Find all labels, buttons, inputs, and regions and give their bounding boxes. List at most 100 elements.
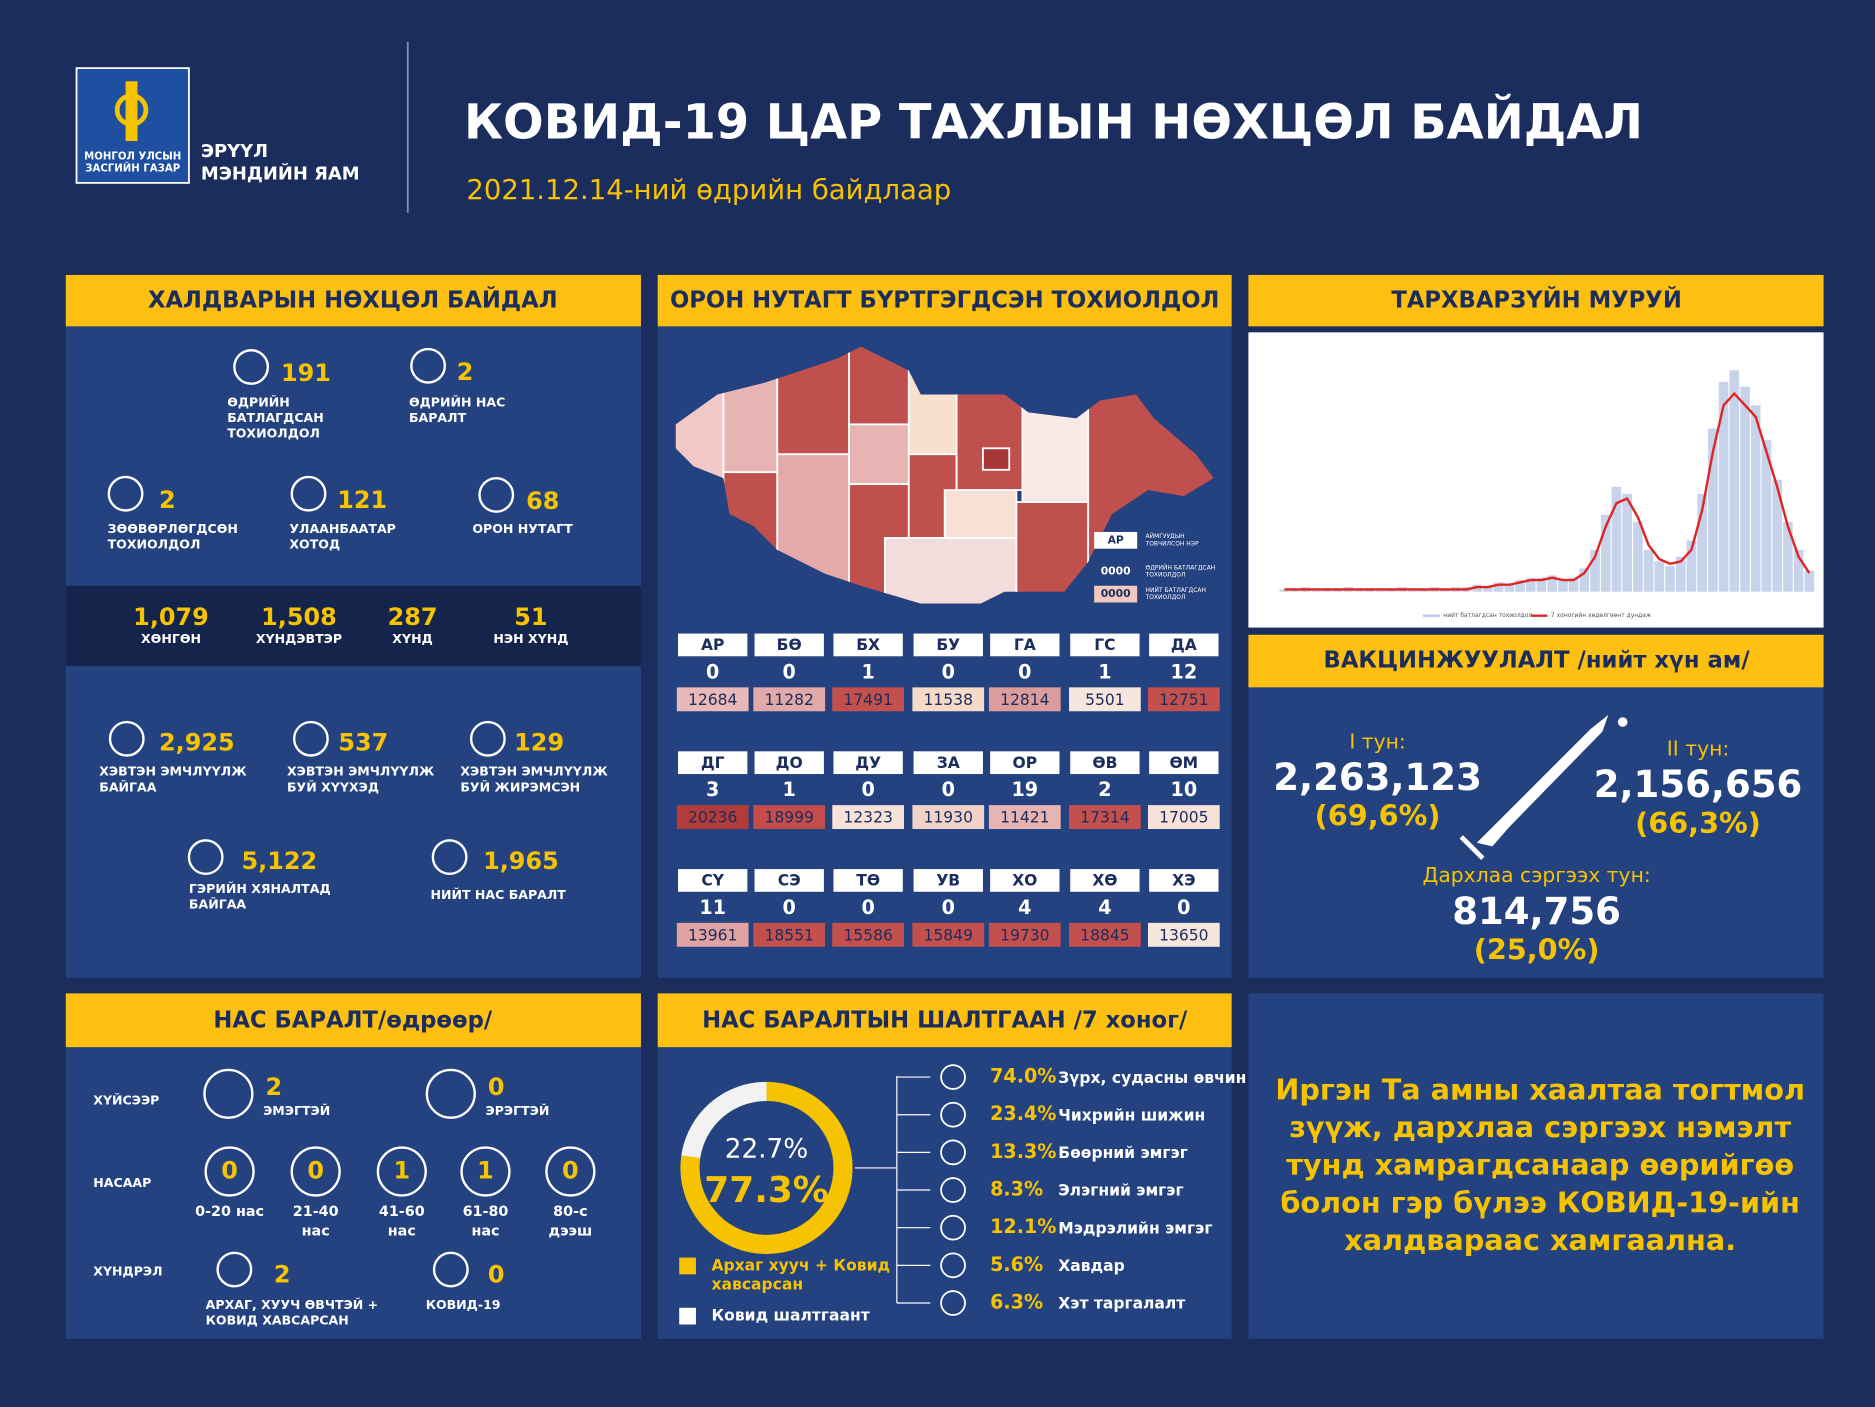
cause-label: Хавдар [1058, 1257, 1124, 1275]
bar [1804, 570, 1815, 592]
icon [290, 475, 327, 512]
bar [1729, 370, 1740, 592]
legend-swatch [679, 1307, 696, 1325]
panel-header [1248, 274, 1824, 327]
icon [432, 1251, 469, 1288]
icon [469, 720, 506, 757]
legend-label: хавсарсан [711, 1276, 803, 1294]
stat-label: ТОХИОЛДОЛ [227, 425, 320, 440]
age-circle [545, 1146, 596, 1197]
dose-value: 814,756 [1452, 890, 1621, 933]
region-code-box [833, 869, 903, 892]
logo-text: МОНГОЛ УЛСЫН [84, 152, 181, 163]
region-code: ХӨ [1092, 872, 1117, 890]
cause-percent: 5.6% [990, 1253, 1043, 1276]
age-label: дээш [548, 1223, 592, 1239]
age-value: 0 [562, 1157, 579, 1185]
stat-label: ЗӨӨВӨРЛӨГДСӨН [108, 521, 238, 536]
care-label: НИЙТ НАС БАРАЛТ [430, 887, 566, 902]
care-value: 1,965 [483, 847, 559, 875]
region-code: ӨМ [1169, 754, 1198, 772]
care-label: БУЙ ХҮҮХЭД [287, 779, 379, 794]
region-total: 13650 [1159, 927, 1208, 945]
cause-label: Зүрх, судасны өвчин [1058, 1069, 1246, 1087]
region-code: БУ [936, 636, 960, 654]
region-daily: 2 [1098, 778, 1111, 801]
age-value: 0 [307, 1157, 324, 1185]
region-code: ӨВ [1092, 754, 1117, 772]
complication-value: 0 [488, 1261, 505, 1289]
message-line: тунд хамрагдсанаар өөрийгөө [1286, 1148, 1794, 1182]
panel-title: ОРОН НУТАГТ БҮРТГЭГДСЭН ТОХИОЛДОЛ [670, 288, 1219, 314]
severity-band [65, 585, 641, 666]
cause-icon [940, 1177, 966, 1203]
region-code-box [1149, 869, 1219, 892]
region-total: 18551 [765, 927, 814, 945]
severity-value: 1,079 [133, 603, 209, 631]
care-label: БУЙ ЖИРЭМСЭН [460, 779, 580, 794]
bar [1697, 493, 1707, 592]
panel-header [65, 993, 641, 1048]
stat-label: БАТЛАГДСАН [227, 410, 324, 425]
region-total: 17005 [1159, 809, 1208, 827]
bar [1633, 521, 1643, 592]
bar [1783, 521, 1793, 592]
region-code-box [754, 633, 824, 657]
bar [1611, 486, 1622, 592]
panel-header [65, 274, 641, 327]
cause-percent: 23.4% [990, 1102, 1056, 1125]
region-total: 11538 [924, 691, 973, 709]
map-region [982, 447, 1011, 471]
care-label: БАЙГАА [99, 779, 156, 794]
severity-value: 1,508 [261, 603, 337, 631]
bar [1761, 440, 1772, 592]
legend-code: АР [1108, 533, 1124, 546]
region-daily: 0 [706, 661, 719, 684]
icon [216, 1251, 253, 1288]
region-daily: 12 [1171, 661, 1198, 684]
region-code: ГС [1094, 636, 1115, 654]
ministry-name: ЭРҮҮЛ [201, 141, 268, 162]
region-total: 13961 [688, 927, 737, 945]
dose-percent: (69,6%) [1315, 799, 1441, 833]
message-line: болон гэр бүлээ КОВИД-19-ийн [1280, 1185, 1800, 1219]
logo-emblem [125, 81, 138, 142]
age-circle [460, 1146, 511, 1197]
syringe-drop [1617, 717, 1628, 727]
severity-label: ХӨНГӨН [141, 631, 201, 646]
age-label: нас [302, 1223, 330, 1239]
logo-emblem [114, 93, 149, 127]
region-code-box [990, 751, 1060, 775]
legend-label: Ковид шалтгаант [711, 1307, 869, 1325]
stat-label: ОРОН НУТАГТ [472, 521, 573, 536]
legend-label: Архаг хууч + Ковид [711, 1256, 890, 1274]
dose-label: II тун: [1667, 737, 1729, 761]
region-total: 12751 [1159, 691, 1208, 709]
message-line: зүүж, дархлаа сэргээх нэмэлт [1289, 1110, 1791, 1144]
region-total-box [753, 687, 826, 712]
region-code-box [1070, 633, 1140, 657]
cause-percent: 6.3% [990, 1291, 1043, 1314]
cause-label: Элэгний эмгэг [1058, 1182, 1183, 1200]
stat-value: 2 [159, 486, 176, 514]
region-total: 18999 [765, 809, 814, 827]
region-total: 12323 [843, 809, 892, 827]
region-total: 11930 [924, 809, 973, 827]
region-total-box [1069, 922, 1141, 947]
icon [233, 349, 270, 385]
region-total-box [832, 687, 905, 712]
bar [1525, 577, 1536, 592]
region-daily: 4 [1098, 896, 1111, 919]
region-code: ДО [776, 754, 803, 772]
bar [1708, 428, 1718, 592]
donut-label: 22.7% [725, 1134, 809, 1164]
region-daily: 1 [861, 661, 874, 684]
bar [1493, 582, 1504, 592]
legend-box [1094, 585, 1138, 603]
icon [410, 347, 447, 384]
region-code-box [913, 869, 983, 892]
bar [1536, 577, 1547, 592]
severity-label: ХҮНД [392, 631, 432, 646]
cause-icon [940, 1214, 966, 1241]
bar [1483, 587, 1493, 592]
